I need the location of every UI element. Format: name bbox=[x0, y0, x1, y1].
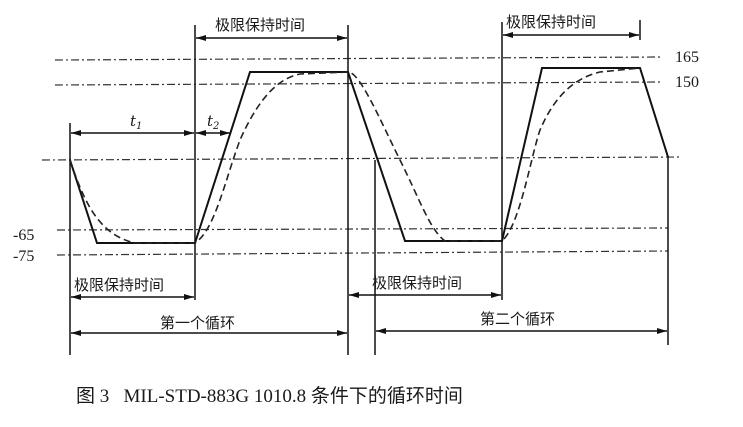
level-150-label: 150 bbox=[675, 74, 699, 91]
cycle-2-label: 第二个循环 bbox=[480, 310, 555, 328]
level-minus65-line bbox=[56, 227, 669, 231]
t2-label: t2 bbox=[207, 112, 219, 132]
solid-temperature-profile bbox=[69, 67, 669, 244]
hold-time-label-top-2: 极限保持时间 bbox=[506, 13, 596, 31]
dashed-temperature-profile bbox=[69, 67, 641, 244]
hold-time-label-bottom-2: 极限保持时间 bbox=[372, 274, 462, 292]
hold-time-label-top-1: 极限保持时间 bbox=[215, 16, 305, 34]
level-150-line bbox=[54, 81, 663, 86]
level-minus75-label: -75 bbox=[13, 248, 34, 265]
cycle-1-label: 第一个循环 bbox=[160, 314, 235, 332]
figure-caption: 图 3 MIL-STD-883G 1010.8 条件下的循环时间 bbox=[76, 385, 463, 407]
t1-label: t1 bbox=[130, 112, 142, 132]
level-minus65-label: -65 bbox=[13, 227, 34, 244]
level-165-label: 165 bbox=[675, 49, 699, 66]
hold-time-label-bottom-1: 极限保持时间 bbox=[74, 276, 164, 294]
level-minus75-line bbox=[56, 250, 669, 256]
zero-line bbox=[41, 156, 683, 161]
level-165-line bbox=[54, 56, 663, 61]
